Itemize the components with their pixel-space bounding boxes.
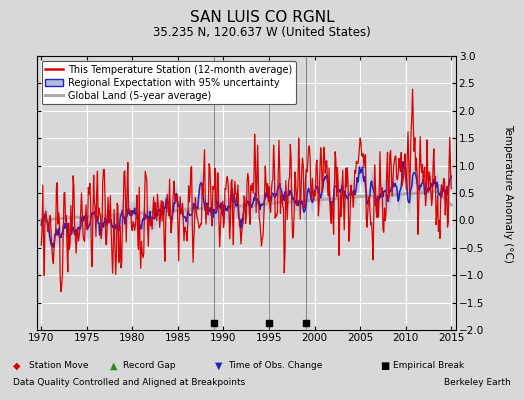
Text: Data Quality Controlled and Aligned at Breakpoints: Data Quality Controlled and Aligned at B… xyxy=(13,378,245,387)
Text: ▼: ▼ xyxy=(215,361,222,371)
Legend: This Temperature Station (12-month average), Regional Expectation with 95% uncer: This Temperature Station (12-month avera… xyxy=(41,61,296,104)
Text: Record Gap: Record Gap xyxy=(123,362,176,370)
Text: ■: ■ xyxy=(380,361,389,371)
Text: ◆: ◆ xyxy=(13,361,20,371)
Text: SAN LUIS CO RGNL: SAN LUIS CO RGNL xyxy=(190,10,334,25)
Text: Time of Obs. Change: Time of Obs. Change xyxy=(228,362,322,370)
Text: Empirical Break: Empirical Break xyxy=(393,362,464,370)
Y-axis label: Temperature Anomaly (°C): Temperature Anomaly (°C) xyxy=(504,124,514,262)
Text: Berkeley Earth: Berkeley Earth xyxy=(444,378,511,387)
Text: ▲: ▲ xyxy=(110,361,117,371)
Text: 35.235 N, 120.637 W (United States): 35.235 N, 120.637 W (United States) xyxy=(153,26,371,39)
Text: Station Move: Station Move xyxy=(29,362,89,370)
